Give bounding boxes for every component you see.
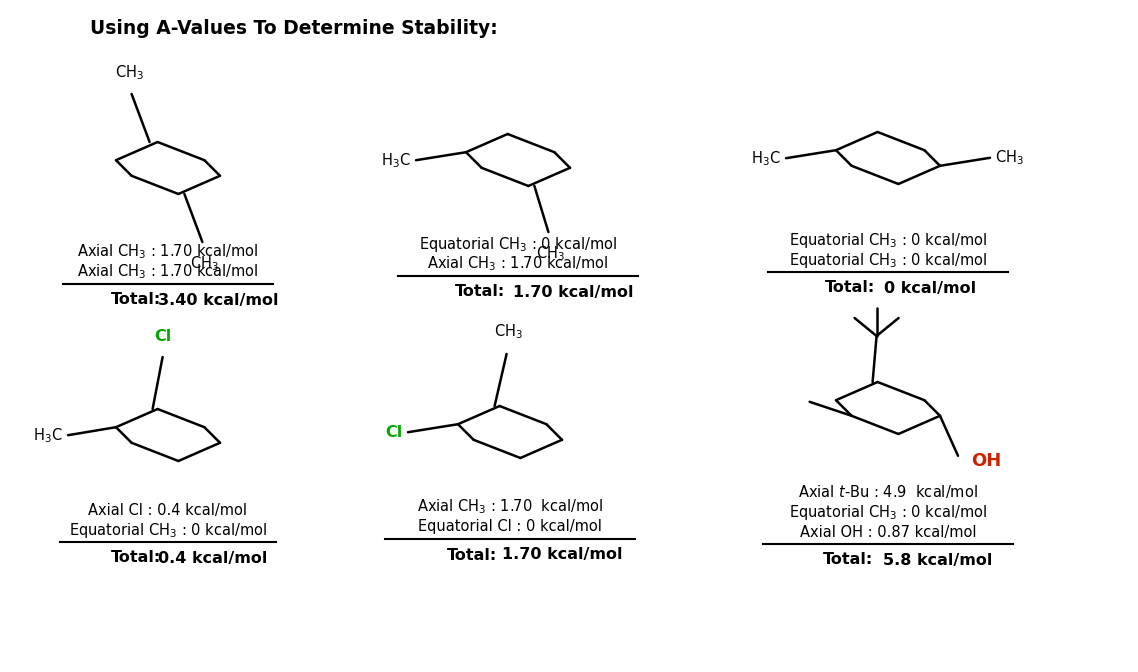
Text: OH: OH bbox=[971, 452, 1001, 470]
Text: Axial CH$_3$ : 1.70 kcal/mol: Axial CH$_3$ : 1.70 kcal/mol bbox=[427, 255, 609, 274]
Text: CH$_3$: CH$_3$ bbox=[536, 244, 564, 263]
Text: 5.8 kcal/mol: 5.8 kcal/mol bbox=[883, 552, 992, 567]
Text: Total:: Total: bbox=[110, 292, 162, 308]
Text: Total:: Total: bbox=[455, 284, 505, 300]
Text: CH$_3$: CH$_3$ bbox=[115, 63, 145, 82]
Text: Equatorial CH$_3$ : 0 kcal/mol: Equatorial CH$_3$ : 0 kcal/mol bbox=[69, 521, 267, 540]
Text: CH$_3$: CH$_3$ bbox=[494, 323, 523, 341]
Text: 3.40 kcal/mol: 3.40 kcal/mol bbox=[158, 292, 279, 308]
Text: CH$_3$: CH$_3$ bbox=[995, 149, 1024, 167]
Text: Equatorial CH$_3$ : 0 kcal/mol: Equatorial CH$_3$ : 0 kcal/mol bbox=[419, 235, 617, 253]
Text: Axial $t$-Bu : 4.9  kcal/mol: Axial $t$-Bu : 4.9 kcal/mol bbox=[798, 483, 978, 501]
Text: Total:: Total: bbox=[825, 280, 875, 296]
Text: 0 kcal/mol: 0 kcal/mol bbox=[884, 280, 976, 296]
Text: Total:: Total: bbox=[110, 550, 162, 566]
Text: Using A-Values To Determine Stability:: Using A-Values To Determine Stability: bbox=[90, 19, 497, 38]
Text: Equatorial CH$_3$ : 0 kcal/mol: Equatorial CH$_3$ : 0 kcal/mol bbox=[789, 251, 987, 269]
Text: Axial CH$_3$ : 1.70 kcal/mol: Axial CH$_3$ : 1.70 kcal/mol bbox=[77, 263, 258, 282]
Text: 1.70 kcal/mol: 1.70 kcal/mol bbox=[502, 548, 622, 562]
Text: Total:: Total: bbox=[823, 552, 873, 567]
Text: Equatorial CH$_3$ : 0 kcal/mol: Equatorial CH$_3$ : 0 kcal/mol bbox=[789, 230, 987, 249]
Text: Cl: Cl bbox=[386, 425, 403, 439]
Text: H$_3$C: H$_3$C bbox=[751, 149, 781, 167]
Text: Total:: Total: bbox=[447, 548, 497, 562]
Text: 1.70 kcal/mol: 1.70 kcal/mol bbox=[513, 284, 633, 300]
Text: 0.4 kcal/mol: 0.4 kcal/mol bbox=[158, 550, 267, 566]
Text: Axial Cl : 0.4 kcal/mol: Axial Cl : 0.4 kcal/mol bbox=[89, 503, 247, 517]
Text: Axial OH : 0.87 kcal/mol: Axial OH : 0.87 kcal/mol bbox=[800, 525, 976, 540]
Text: Cl: Cl bbox=[154, 329, 171, 344]
Text: CH$_3$: CH$_3$ bbox=[190, 254, 218, 273]
Text: Equatorial CH$_3$ : 0 kcal/mol: Equatorial CH$_3$ : 0 kcal/mol bbox=[789, 503, 987, 521]
Text: H$_3$C: H$_3$C bbox=[33, 426, 63, 445]
Text: Axial CH$_3$ : 1.70  kcal/mol: Axial CH$_3$ : 1.70 kcal/mol bbox=[417, 498, 603, 516]
Text: Equatorial Cl : 0 kcal/mol: Equatorial Cl : 0 kcal/mol bbox=[418, 519, 602, 534]
Text: H$_3$C: H$_3$C bbox=[381, 151, 411, 169]
Text: Axial CH$_3$ : 1.70 kcal/mol: Axial CH$_3$ : 1.70 kcal/mol bbox=[77, 243, 258, 261]
